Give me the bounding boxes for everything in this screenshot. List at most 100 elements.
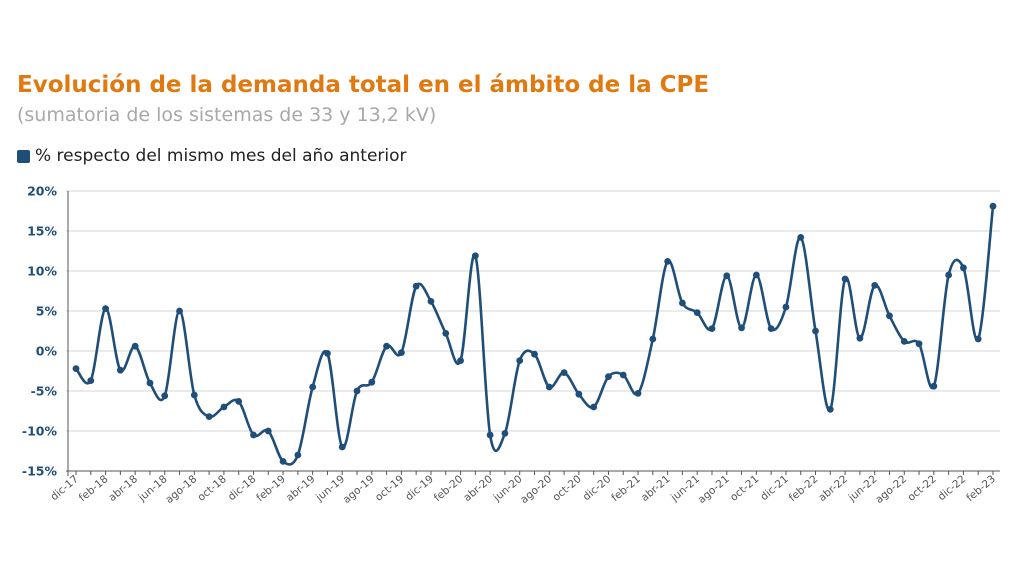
data-point [383,342,390,350]
data-point [723,272,731,280]
data-point [131,342,139,350]
data-point [486,431,494,439]
x-tick-label: oct-21 [728,473,761,504]
x-tick-label: dic-20 [581,473,614,503]
data-point [250,431,257,439]
data-point [235,398,243,405]
x-tick-label: feb-23 [964,473,998,504]
x-tick-label: abr-22 [816,473,850,504]
data-point [353,387,361,395]
x-tick-label: oct-19 [373,473,406,504]
data-point [427,298,435,305]
data-point [841,275,849,283]
data-point [397,349,405,356]
x-tick-label: feb-21 [609,473,643,504]
data-point [324,350,331,357]
y-tick-label: -10% [22,424,58,439]
x-tick-label: feb-22 [787,473,821,504]
x-tick-label: ago-19 [341,473,377,506]
data-point [826,406,834,413]
data-point [205,413,213,420]
data-point [575,390,583,398]
y-tick-label: 10% [27,264,57,279]
data-point [649,335,657,343]
data-point [738,324,745,332]
data-point [782,303,790,311]
y-tick-label: -15% [22,464,58,479]
data-point [900,338,908,345]
data-point [72,365,80,372]
x-tick-label: ago-20 [518,473,554,506]
data-point [516,357,524,364]
data-point [531,350,538,358]
y-tick-label: 0% [36,344,58,359]
data-point [871,282,879,289]
data-point [471,252,479,260]
data-point [886,312,893,320]
axes [66,191,1000,476]
data-point [146,379,154,387]
data-point [708,325,716,332]
x-tick-label: feb-19 [254,473,288,504]
data-point [605,373,612,380]
data-point [679,299,686,307]
data-point [264,427,272,435]
x-tick-label: dic-22 [936,473,969,503]
y-tick-label: -5% [31,384,58,399]
data-point [590,403,598,411]
data-point [856,334,864,342]
data-point [693,309,701,316]
x-tick-label: abr-20 [461,473,495,504]
data-point [309,383,317,391]
y-tick-label: 5% [36,304,58,319]
data-point [176,307,183,315]
data-point [619,371,627,379]
legend-swatch [17,149,30,163]
data-point [960,264,967,272]
data-point [190,391,198,399]
data-point [116,366,124,374]
series-line [74,206,995,466]
chart-title: Evolución de la demanda total en el ámbi… [17,72,710,98]
data-point [634,390,642,397]
data-point [945,271,953,279]
data-point [501,430,509,437]
series-demand [72,202,997,466]
data-point [560,369,568,376]
data-point [915,340,923,348]
data-point [545,383,553,391]
x-tick-label: ago-18 [163,473,199,506]
x-tick-label: feb-18 [77,473,111,504]
x-tick-label: abr-18 [106,473,140,504]
x-tick-label: feb-20 [432,473,466,504]
data-point [220,403,228,411]
chart-subtitle: (sumatoria de los sistemas de 33 y 13,2 … [17,104,437,126]
data-point [368,378,376,386]
data-point [279,458,287,465]
data-point [338,443,346,451]
data-point [752,271,760,279]
data-point [457,357,464,364]
x-tick-label: abr-19 [284,473,318,504]
data-point [797,234,805,241]
y-tick-label: 20% [27,184,57,199]
y-tick-labels: 20% 15% 10% 5% 0% -5% -10% -15% [22,184,58,479]
x-tick-label: ago-22 [873,473,909,506]
x-tick-label: ago-21 [696,473,732,506]
data-point [812,327,819,335]
data-point [412,282,420,290]
x-tick-labels: dic-17feb-18abr-18jun-18ago-18oct-18dic-… [48,473,998,506]
data-point [664,258,672,265]
y-tick-label: 15% [27,224,57,239]
x-tick-label: oct-20 [550,473,583,504]
legend-label: % respecto del mismo mes del año anterio… [35,146,407,166]
x-tick-label: oct-18 [195,473,228,504]
x-tick-label: dic-18 [226,473,259,503]
x-tick-label: dic-21 [758,473,791,503]
data-point [767,325,775,332]
data-point [989,202,997,210]
data-point [974,335,982,343]
data-point [102,305,109,312]
data-point [87,377,95,384]
legend: % respecto del mismo mes del año anterio… [17,146,407,166]
